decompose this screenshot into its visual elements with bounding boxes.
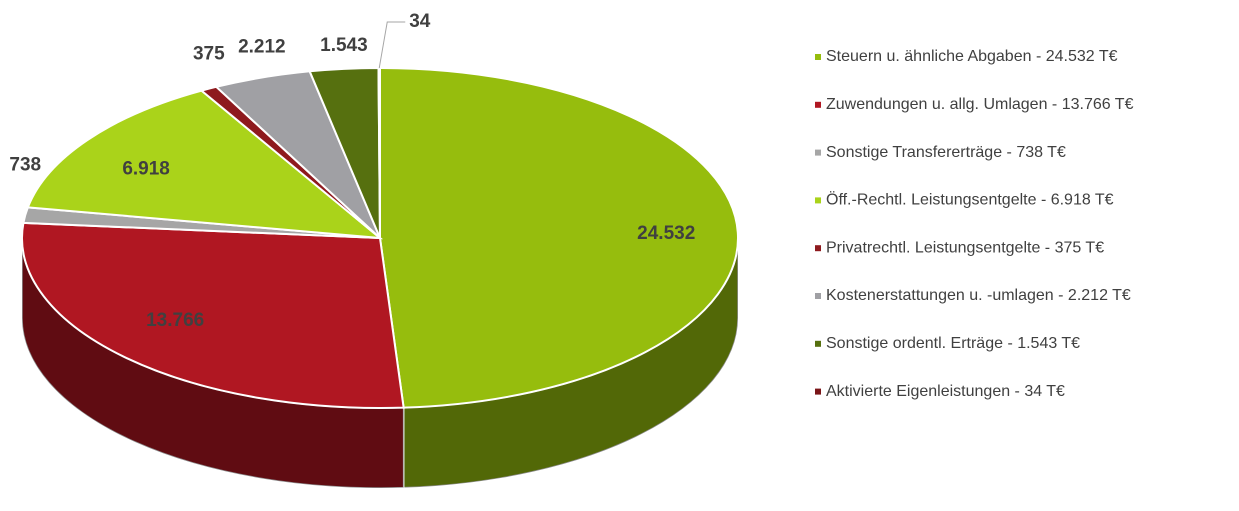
legend-marker bbox=[815, 54, 821, 60]
data-label: 13.766 bbox=[146, 310, 204, 331]
slice bbox=[21, 221, 405, 409]
legend-marker bbox=[815, 149, 821, 156]
legend-label: Aktivierte Eigenleistungen - 34 T€ bbox=[826, 383, 1065, 400]
legend-label: Öff.-Rechtl. Leistungsentgelte - 6.918 T… bbox=[826, 191, 1114, 209]
slice bbox=[26, 89, 384, 240]
data-label: 738 bbox=[9, 154, 41, 175]
data-label: 34 bbox=[409, 11, 431, 32]
data-label: 2.212 bbox=[238, 37, 286, 58]
slice-side-shade bbox=[22, 238, 404, 489]
slice-side-shade bbox=[403, 238, 738, 488]
legend-marker bbox=[815, 101, 821, 108]
leader-line bbox=[378, 21, 406, 69]
legend-marker bbox=[815, 388, 821, 395]
data-label: 375 bbox=[193, 43, 225, 64]
data-label: 6.918 bbox=[122, 158, 170, 179]
legend-label: Kostenerstattungen u. -umlagen - 2.212 T… bbox=[826, 287, 1131, 304]
legend-marker bbox=[815, 245, 821, 252]
legend-marker bbox=[815, 197, 821, 204]
legend-label: Steuern u. ähnliche Abgaben - 24.532 T€ bbox=[826, 48, 1118, 65]
data-label: 24.532 bbox=[637, 223, 695, 244]
legend-label: Sonstige Transfererträge - 738 T€ bbox=[826, 144, 1066, 161]
legend-marker bbox=[815, 340, 821, 347]
legend-label: Zuwendungen u. allg. Umlagen - 13.766 T€ bbox=[826, 96, 1134, 113]
legend-label: Privatrechtl. Leistungsentgelte - 375 T€ bbox=[826, 239, 1104, 256]
legend-label: Sonstige ordentl. Erträge - 1.543 T€ bbox=[826, 335, 1080, 352]
slice bbox=[379, 66, 739, 409]
legend-marker bbox=[815, 293, 821, 299]
data-label: 1.543 bbox=[320, 35, 368, 56]
